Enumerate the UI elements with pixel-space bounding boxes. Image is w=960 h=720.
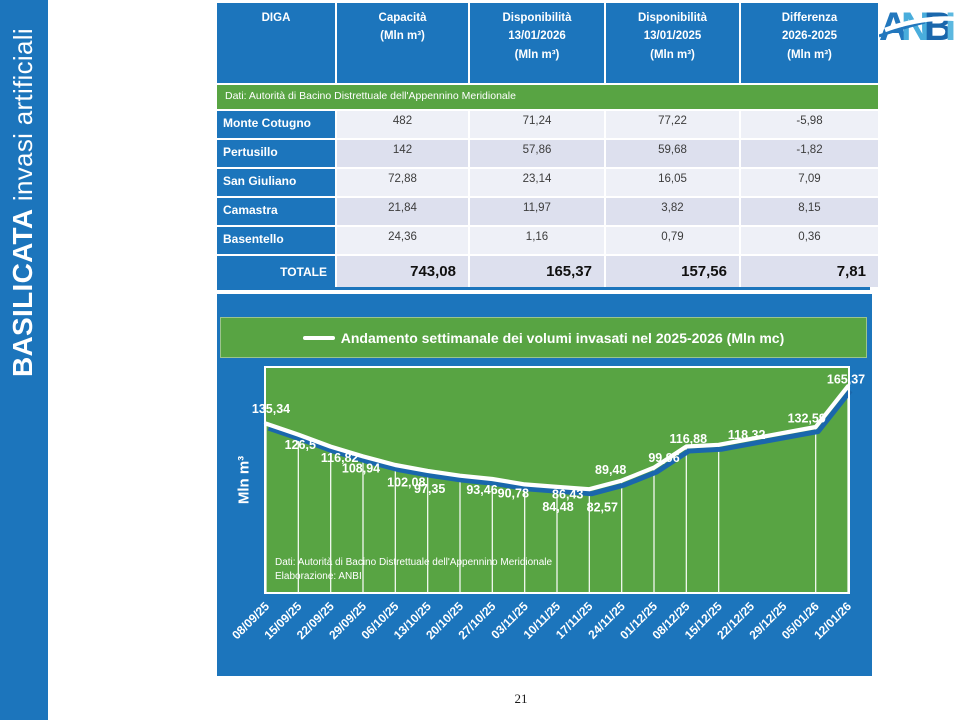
chart-data-label: 116,82 (321, 451, 359, 465)
logo-swoosh-blue (879, 20, 926, 38)
column-header-line: (Mln m³) (650, 48, 695, 61)
logo-letter-i: I (945, 5, 956, 49)
chart-data-label: 89,48 (595, 463, 626, 477)
page-number: 21 (514, 691, 528, 706)
total-value-cell: 165,37 (470, 256, 604, 287)
chart-data-label: 132,59 (788, 411, 826, 425)
chart-data-label: 97,35 (414, 482, 445, 496)
chart-data-label: 135,34 (252, 402, 290, 416)
sidebar-title: BASILICATA invasi artificiali (6, 28, 40, 377)
column-header: DIGA (217, 3, 335, 83)
chart-data-label: 90,78 (498, 486, 529, 500)
dam-name-cell: San Giuliano (217, 169, 335, 196)
sidebar: BASILICATA invasi artificiali (0, 0, 48, 720)
value-cell: 142 (337, 140, 468, 167)
dam-name-cell: Camastra (217, 198, 335, 225)
total-label-cell: TOTALE (217, 256, 335, 287)
value-cell: -5,98 (741, 111, 878, 138)
value-cell: 24,36 (337, 227, 468, 254)
column-header-line: Disponibilità (502, 12, 572, 24)
chart-container: Andamento settimanale dei volumi invasat… (217, 294, 872, 676)
legend-line-icon (302, 335, 335, 340)
sidebar-subtitle: invasi artificiali (8, 28, 38, 202)
series-line (263, 384, 851, 492)
total-value-cell: 7,81 (741, 256, 878, 287)
value-cell: 71,24 (470, 111, 604, 138)
value-cell: 0,79 (606, 227, 739, 254)
y-axis-title: Mln m³ (235, 455, 253, 505)
value-cell: 3,82 (606, 198, 739, 225)
dam-name-cell: Pertusillo (217, 140, 335, 167)
dam-name-cell: Basentello (217, 227, 335, 254)
chart-data-label: 126,5 (285, 438, 316, 452)
chart-x-axis: 08/09/2515/09/2522/09/2529/09/2506/10/25… (229, 599, 854, 642)
column-header-line: Differenza (781, 12, 838, 24)
logo-swoosh-white (884, 16, 957, 33)
value-cell: 7,09 (741, 169, 878, 196)
value-cell: -1,82 (741, 140, 878, 167)
column-header-line: 13/01/2025 (643, 30, 702, 43)
column-header: Disponibilità 13/01/2026 (Mln m³) (470, 3, 604, 83)
chart-data-label: 86,43 (552, 488, 583, 502)
value-cell: 21,84 (337, 198, 468, 225)
dam-name-cell: Monte Cotugno (217, 111, 335, 138)
total-value-cell: 743,08 (337, 256, 468, 287)
chart-data-label: 118,32 (728, 428, 766, 442)
chart-legend: Andamento settimanale dei volumi invasat… (220, 317, 867, 358)
chart-source-note: Dati: Autorità di Bacino Distrettuale de… (275, 556, 552, 583)
source-note-line1: Dati: Autorità di Bacino Distrettuale de… (275, 557, 553, 568)
value-cell: 11,97 (470, 198, 604, 225)
logo-letter-b: B (924, 5, 953, 49)
region-name: BASILICATA (7, 208, 38, 377)
value-cell: 77,22 (606, 111, 739, 138)
anbi-logo: A N B I (879, 5, 957, 49)
source-note-line2: Elaborazione: ANBI (275, 570, 362, 582)
value-cell: 1,16 (470, 227, 604, 254)
chart-data-label: 99,96 (648, 451, 679, 465)
value-cell: 72,88 (337, 169, 468, 196)
legend-label: Andamento settimanale dei volumi invasat… (340, 329, 785, 346)
column-header-line: 13/01/2026 (508, 30, 566, 43)
column-header-line: 2026-2025 (782, 30, 837, 43)
chart-data-label: 82,57 (587, 500, 618, 514)
column-header: Capacità (Mln m³) (337, 3, 468, 83)
column-header-line: (Mln m³) (514, 48, 560, 61)
chart-data-label: 108,94 (342, 462, 380, 476)
chart-data-label: 116,88 (670, 432, 708, 446)
column-header-line: DIGA (261, 12, 291, 24)
value-cell: 8,15 (741, 198, 878, 225)
column-header: Differenza 2026-2025 (Mln m³) (741, 3, 878, 83)
chart-data-label: 102,08 (387, 475, 425, 489)
value-cell: 23,14 (470, 169, 604, 196)
value-cell: 59,68 (606, 140, 739, 167)
value-cell: 16,05 (606, 169, 739, 196)
value-cell: 0,36 (741, 227, 878, 254)
column-header-line: (Mln m³) (380, 30, 425, 43)
column-header-line: Disponibilità (638, 12, 707, 24)
total-value-cell: 157,56 (606, 256, 739, 287)
dam-table: DIGA Capacità (Mln m³) Disponibilità 13/01/2… (217, 3, 878, 290)
column-header: Disponibilità 13/01/2025 (Mln m³) (606, 3, 739, 83)
table-source-row: Dati: Autorità di Bacino Distrettuale de… (217, 85, 878, 109)
value-cell: 57,86 (470, 140, 604, 167)
chart-data-label: 84,48 (542, 500, 573, 514)
chart-data-label: 165,37 (827, 372, 865, 386)
column-header-line: Capacità (378, 12, 427, 24)
column-header-line: (Mln m³) (787, 48, 832, 61)
value-cell: 482 (337, 111, 468, 138)
series-line-shadow (267, 389, 853, 497)
chart-data-label: 93,46 (466, 483, 497, 497)
